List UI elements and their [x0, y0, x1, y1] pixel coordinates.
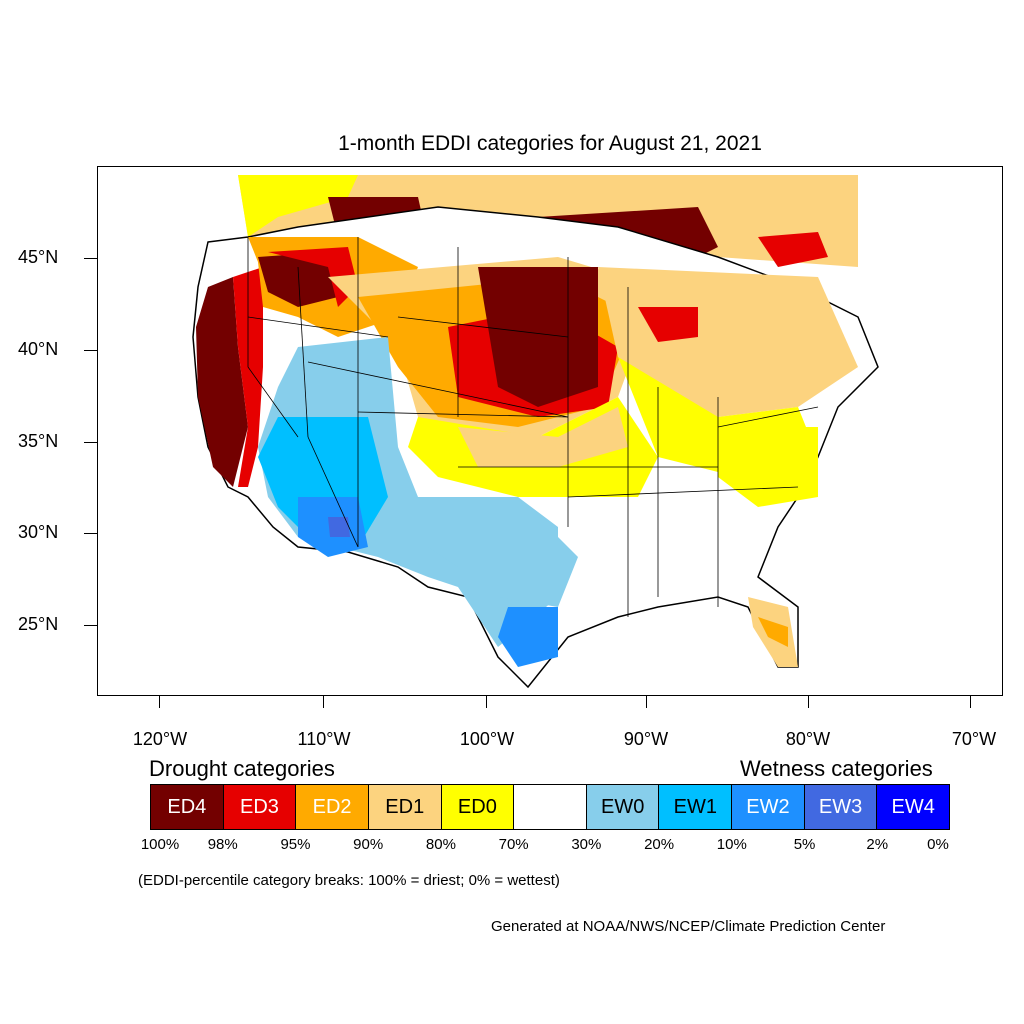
lat-label-40: 40°N [18, 339, 59, 359]
great-lakes-ed3 [638, 307, 698, 342]
central-ed1 [458, 407, 628, 467]
percent-break-label: 5% [793, 836, 816, 853]
legend-cell-ew1: EW1 [659, 785, 733, 829]
lon-tick-90 [646, 696, 647, 708]
lon-tick-110 [323, 696, 324, 708]
lon-tick-100 [486, 696, 487, 708]
northwest-ed3 [268, 247, 358, 307]
southwest-ew3 [328, 517, 350, 537]
map-panel [97, 166, 1003, 696]
legend-cell-ed0: ED0 [441, 785, 515, 829]
texas-ew2 [498, 607, 558, 667]
lat-label-35: 35°N [18, 431, 59, 451]
legend-cell-ed1: ED1 [368, 785, 442, 829]
percent-break-label: 80% [425, 836, 456, 853]
west-coast-ed3 [233, 267, 263, 487]
legend-bar: ED4 ED3 ED2 ED1 ED0 EW0 EW1 EW2 EW3 EW4 [150, 784, 950, 830]
legend-cell-ed4: ED4 [151, 785, 224, 829]
lat-label-45: 45°N [18, 247, 59, 267]
state-borders [247, 237, 819, 617]
category-note: (EDDI-percentile category breaks: 100% =… [138, 872, 560, 889]
percent-break-label: 98% [207, 836, 238, 853]
legend-cell-ew3: EW3 [804, 785, 878, 829]
lat-tick-45 [84, 258, 97, 259]
legend-cell-ew4: EW4 [877, 785, 950, 829]
legend-cell-ed3: ED3 [223, 785, 297, 829]
percent-break-label: 0% [927, 836, 949, 853]
percent-break-label: 30% [571, 836, 602, 853]
lon-tick-80 [808, 696, 809, 708]
eddi-map [192, 175, 879, 689]
northwest-ed4 [258, 252, 338, 307]
canada-yellow [238, 175, 358, 237]
lon-label-110: 110°W [297, 729, 351, 749]
percent-break-label: 20% [644, 836, 675, 853]
lon-tick-70 [970, 696, 971, 708]
great-lakes-ed1 [598, 267, 858, 417]
canada-ed3-east [758, 232, 828, 267]
map-title: 1-month EDDI categories for August 21, 2… [338, 132, 762, 155]
lon-label-90: 90°W [623, 729, 669, 749]
lon-label-70: 70°W [951, 729, 997, 749]
lat-tick-30 [84, 533, 97, 534]
west-coast-ed4 [196, 277, 248, 487]
lon-label-100: 100°W [459, 729, 515, 749]
percent-break-label: 95% [280, 836, 311, 853]
lon-label-80: 80°W [785, 729, 831, 749]
percent-break-label: 70% [498, 836, 529, 853]
legend-cell-neutral [514, 785, 587, 829]
lat-label-25: 25°N [18, 614, 59, 634]
credit-line: Generated at NOAA/NWS/NCEP/Climate Predi… [491, 918, 886, 935]
lat-label-30: 30°N [18, 522, 59, 542]
florida-ed2 [758, 617, 788, 647]
legend-cell-ew0: EW0 [586, 785, 660, 829]
wetness-categories-header: Wetness categories [740, 756, 933, 781]
legend-cell-ed2: ED2 [296, 785, 369, 829]
percent-break-label: 90% [353, 836, 384, 853]
legend-cell-ew2: EW2 [732, 785, 805, 829]
lon-tick-120 [159, 696, 160, 708]
drought-categories-header: Drought categories [149, 756, 335, 781]
lat-tick-25 [84, 625, 97, 626]
texas-ew0 [428, 497, 578, 607]
percent-break-label: 2% [866, 836, 889, 853]
lat-tick-40 [84, 350, 97, 351]
lat-tick-35 [84, 442, 97, 443]
percent-break-label: 10% [716, 836, 747, 853]
percent-break-label: 100% [140, 836, 180, 853]
lon-label-120: 120°W [132, 729, 188, 749]
